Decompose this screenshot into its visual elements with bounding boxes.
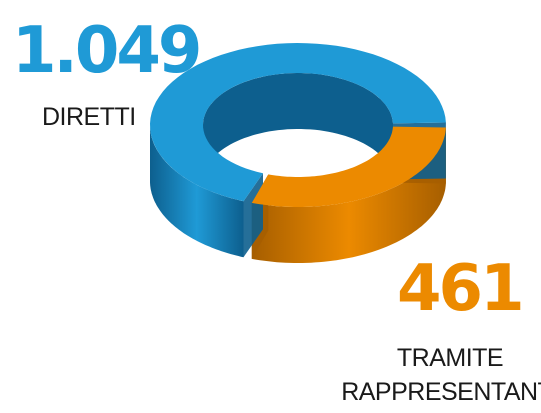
value-tramite: 461 [397,252,522,326]
top-face-tramite [251,126,446,207]
value-diretti: 1.049 [12,14,199,88]
donut-ring [150,43,446,263]
top-face-diretti [150,43,446,202]
inner-wall-diretti [203,73,393,181]
outer-wall-tramite [251,127,446,263]
label-diretti: DIRETTI [42,103,136,131]
outer-wall-diretti [150,125,244,258]
label-tramite-line2: RAPPRESENTANTI [341,378,541,406]
label-tramite-line1: TRAMITE [397,344,503,372]
